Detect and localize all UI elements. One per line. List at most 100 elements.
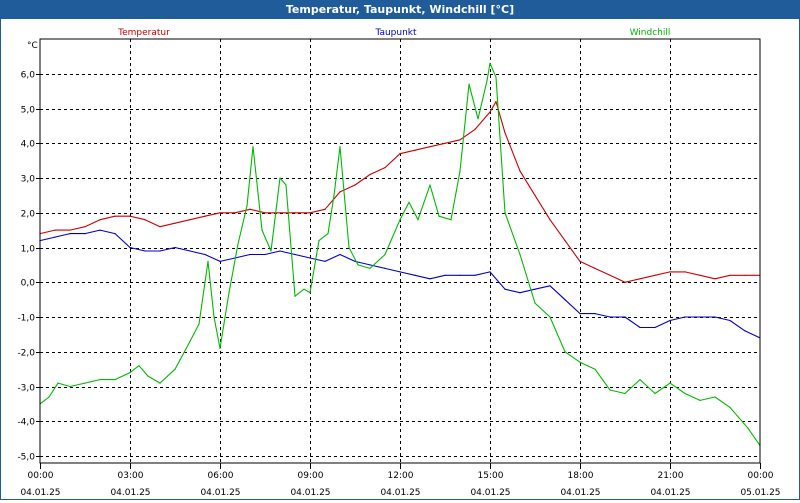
series-layer: [39, 62, 761, 447]
data-point-temperatur: [309, 212, 311, 214]
data-point-taupunkt: [399, 271, 401, 273]
x-tick-date: 04.01.25: [200, 488, 240, 498]
data-point-temperatur: [339, 191, 341, 193]
data-point-temperatur: [249, 208, 251, 210]
data-point-temperatur: [744, 274, 746, 276]
data-point-temperatur: [669, 271, 671, 273]
line-chart: 6,0 5,0 4,0 3,0 2,0 1,0 0,0 -1,0 -2,0 -3,0 -4,0 -5,…: [17, 28, 781, 498]
x-tick-time: 00:00: [748, 471, 774, 481]
data-point-temperatur: [84, 226, 86, 228]
series-line-temperatur: [39, 101, 760, 283]
data-point-windchill: [564, 351, 566, 353]
x-tick-date: 04.01.25: [560, 488, 600, 498]
y-tick-label: -2,0: [17, 349, 35, 359]
data-point-taupunkt: [249, 253, 251, 256]
data-point-taupunkt: [609, 316, 611, 318]
data-point-windchill: [459, 170, 461, 172]
grid: [40, 39, 760, 463]
data-point-temperatur: [189, 219, 191, 221]
data-point-temperatur: [99, 219, 101, 221]
data-point-windchill: [99, 379, 101, 381]
data-point-windchill: [747, 427, 749, 429]
legend-windchill: Windchill: [630, 28, 671, 38]
data-point-windchill: [174, 368, 176, 370]
data-point-temperatur: [654, 274, 656, 276]
data-point-taupunkt: [474, 274, 476, 276]
y-tick-label: 2,0: [21, 210, 36, 220]
y-tick-label: -5,0: [17, 453, 35, 463]
data-point-taupunkt: [549, 285, 551, 287]
data-point-temperatur: [54, 229, 56, 231]
data-point-temperatur: [564, 240, 566, 242]
data-point-windchill: [729, 406, 731, 408]
y-tick-label: 3,0: [21, 175, 36, 185]
data-point-windchill: [213, 316, 215, 318]
data-point-temperatur: [504, 132, 506, 134]
data-point-windchill: [207, 260, 209, 262]
data-point-windchill: [549, 316, 551, 318]
data-point-windchill: [477, 118, 479, 120]
data-point-taupunkt: [174, 246, 176, 249]
data-point-temperatur: [159, 226, 161, 228]
data-point-taupunkt: [294, 253, 296, 256]
data-point-windchill: [468, 83, 470, 85]
data-point-temperatur: [429, 146, 431, 148]
chart-area: 6,0 5,0 4,0 3,0 2,0 1,0 0,0 -1,0 -2,0 -3,0 -4,0 -5,…: [1, 19, 799, 499]
data-point-taupunkt: [354, 260, 356, 262]
data-point-windchill: [579, 361, 581, 363]
data-point-taupunkt: [429, 278, 431, 280]
x-tick-time: 21:00: [658, 471, 684, 481]
data-point-taupunkt: [264, 253, 266, 256]
x-tick-time: 03:00: [118, 471, 144, 481]
data-point-temperatur: [495, 101, 497, 103]
data-point-windchill: [339, 146, 341, 148]
data-point-windchill: [270, 250, 272, 252]
data-point-temperatur: [549, 219, 551, 221]
data-point-temperatur: [234, 212, 236, 214]
data-point-windchill: [624, 392, 626, 395]
data-point-temperatur: [204, 215, 206, 217]
data-point-windchill: [48, 396, 50, 398]
data-point-windchill: [369, 267, 371, 269]
data-point-windchill: [594, 368, 596, 370]
y-axis-label: °C: [27, 41, 38, 51]
data-point-taupunkt: [699, 316, 701, 318]
axes: 6,0 5,0 4,0 3,0 2,0 1,0 0,0 -1,0 -2,0 -3,0 -4,0 -5,…: [17, 38, 781, 498]
data-point-windchill: [348, 246, 350, 249]
data-point-windchill: [147, 375, 149, 377]
data-point-taupunkt: [519, 292, 521, 294]
x-tick-date: 04.01.25: [20, 488, 60, 498]
data-point-windchill: [159, 382, 161, 384]
x-tick-time: 18:00: [568, 471, 594, 481]
data-point-taupunkt: [144, 250, 146, 252]
data-point-taupunkt: [339, 253, 341, 256]
data-point-windchill: [504, 212, 506, 214]
data-point-temperatur: [609, 274, 611, 276]
x-tick-date: 04.01.25: [110, 488, 150, 498]
x-tick-date: 04.01.25: [650, 488, 690, 498]
data-point-windchill: [114, 379, 116, 381]
data-point-taupunkt: [114, 233, 116, 235]
data-point-windchill: [279, 177, 281, 179]
window-title: Temperatur, Taupunkt, Windchill [°C]: [1, 1, 799, 19]
data-point-windchill: [417, 219, 419, 221]
data-point-windchill: [450, 219, 452, 221]
data-point-windchill: [303, 288, 305, 290]
data-point-taupunkt: [309, 257, 311, 259]
y-tick-label: 0,0: [21, 279, 36, 289]
data-point-taupunkt: [684, 316, 686, 318]
data-point-temperatur: [714, 278, 716, 280]
data-point-windchill: [219, 347, 221, 349]
data-point-temperatur: [624, 281, 626, 283]
data-point-taupunkt: [594, 313, 596, 315]
y-tick-label: -3,0: [17, 384, 35, 394]
data-point-taupunkt: [279, 250, 281, 252]
data-point-windchill: [285, 184, 287, 186]
data-point-windchill: [309, 292, 311, 294]
data-point-windchill: [189, 340, 191, 342]
data-point-taupunkt: [204, 253, 206, 256]
data-point-taupunkt: [324, 260, 326, 262]
data-point-temperatur: [729, 274, 731, 276]
legend-taupunkt: Taupunkt: [374, 28, 417, 38]
